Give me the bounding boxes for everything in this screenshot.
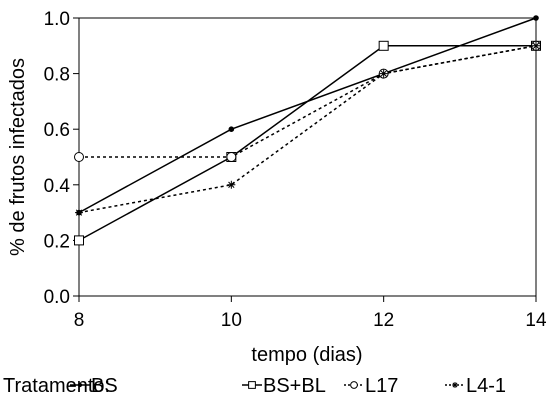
legend-label: BS (91, 375, 118, 397)
legend: Tratamento: BS BS+BL L17 L4-1 (3, 375, 506, 397)
data-point-l4-1 (532, 41, 540, 50)
plot-area: 0.0 0.2 0.4 0.6 0.8 1.0 8 10 12 14 (44, 9, 547, 331)
y-tick-label: 0.8 (44, 65, 70, 86)
legend-swatch-marker (248, 381, 256, 389)
data-point-l4-1 (227, 180, 236, 189)
legend-label: L4-1 (466, 375, 506, 397)
series-line-bs-bl (78, 45, 536, 242)
y-tick-label: 0.0 (44, 287, 70, 308)
data-point-bs (228, 126, 235, 132)
legend-title: Tratamento: (3, 375, 110, 397)
data-point-bs-bl (74, 235, 84, 246)
legend-item-l4-1: L4-1 (445, 375, 506, 397)
y-axis-title: % de frutos infectados (7, 58, 29, 256)
x-tick-label: 14 (525, 310, 547, 331)
series-line-l4-1 (78, 45, 537, 214)
data-point-l17 (226, 152, 237, 162)
legend-item-l17: L17 (344, 375, 398, 397)
data-point-l4-1 (379, 69, 388, 78)
legend-swatch-marker (452, 382, 458, 388)
legend-swatch-marker (350, 381, 358, 389)
data-point-l17 (74, 152, 84, 162)
x-tick-label: 12 (373, 310, 394, 331)
y-tick-label: 0.6 (44, 120, 70, 141)
y-tick-label: 1.0 (44, 9, 70, 30)
legend-swatch-marker (77, 382, 83, 388)
legend-label: BS+BL (263, 375, 326, 397)
series-line-bs (78, 17, 537, 214)
data-point-bs (533, 15, 539, 21)
data-point-bs-bl (378, 40, 389, 51)
legend-item-bs: BS (70, 375, 118, 397)
x-tick-label: 8 (74, 310, 85, 331)
x-tick-label: 10 (221, 310, 242, 331)
y-tick-label: 0.2 (44, 231, 70, 252)
legend-label: L17 (365, 375, 398, 397)
data-point-l4-1 (75, 208, 83, 217)
y-tick-label: 0.4 (44, 176, 71, 197)
legend-item-bs-bl: BS+BL (242, 375, 326, 397)
x-axis-title: tempo (dias) (251, 344, 362, 366)
